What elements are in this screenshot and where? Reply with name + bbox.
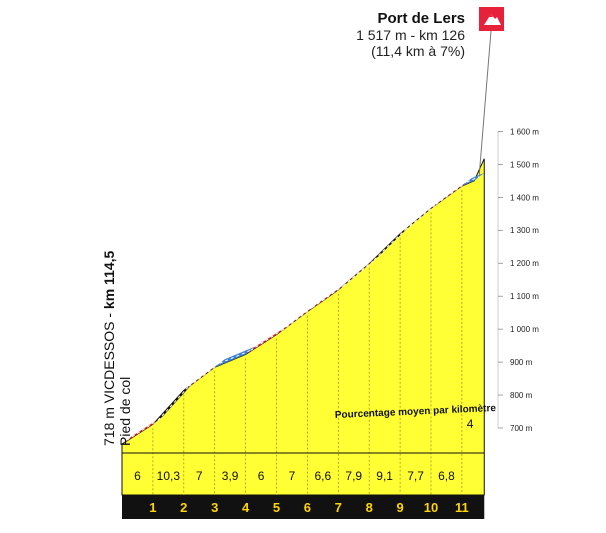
- road-segment: [152, 382, 194, 425]
- km-marker-label: 9: [396, 500, 403, 515]
- km-base-band: [122, 495, 485, 519]
- gradient-label: 7,9: [345, 469, 362, 483]
- altitude-tick-label: 1 600 m: [510, 127, 539, 136]
- road-centerline: [126, 419, 159, 441]
- gradient-label: 9,1: [376, 469, 393, 483]
- km-gridlines: [122, 189, 485, 495]
- summit-pole: [478, 30, 492, 175]
- road-centerline: [435, 181, 468, 205]
- road-centerline: [466, 176, 480, 183]
- road-centerline: [250, 330, 282, 351]
- altitude-axis: 700 m 800 m 900 m 1 000 m 1 100 m 1 200 m 1 30…: [497, 127, 539, 433]
- start-altitude-place: 718 m VICDESSOS -: [101, 309, 117, 446]
- road-centerline: [312, 285, 344, 308]
- altitude-tick-label: 1 500 m: [510, 160, 539, 169]
- road-line: [122, 172, 485, 445]
- road-centerline: [188, 362, 220, 387]
- road-centerline: [342, 259, 375, 287]
- summit-detail: 1 517 m - km 126: [356, 27, 465, 43]
- km-marker-label: 11: [455, 500, 469, 515]
- altitude-tick-label: 1 200 m: [510, 259, 539, 268]
- km-marker-label: 7: [335, 500, 342, 515]
- gradient-label: 7,7: [407, 469, 424, 483]
- start-km: km 114,5: [101, 250, 117, 309]
- gradient-label: 6,6: [315, 469, 332, 483]
- road-centerline: [157, 386, 190, 421]
- summit-climb: (11,4 km à 7%): [371, 43, 465, 59]
- altitude-tick-label: 800 m: [510, 391, 533, 400]
- km-marker-label: 10: [424, 500, 438, 515]
- km-marker-label: 3: [211, 500, 218, 515]
- gradient-label: 7: [196, 469, 203, 483]
- gradient-label: 6: [134, 469, 141, 483]
- altitude-tick-label: 700 m: [510, 424, 533, 433]
- gradient-label: 4: [467, 417, 474, 431]
- mountain-flag-icon: [479, 7, 504, 31]
- km-markers: 1 2 3 4 5 6 7 8 9 10 11: [149, 500, 468, 515]
- start-label: 718 m VICDESSOS - km 114,5 Pied de col: [101, 250, 133, 446]
- gradient-labels: 6 10,3 7 3,9 6 7 6,6 7,9 9,1 7,7 6,8 4: [134, 417, 474, 483]
- km-marker-label: 1: [149, 500, 156, 515]
- km-marker-label: 2: [180, 500, 187, 515]
- km-marker-label: 8: [366, 500, 373, 515]
- start-subtitle: Pied de col: [117, 377, 133, 446]
- gradient-label: 6,8: [438, 469, 455, 483]
- km-marker-label: 4: [242, 500, 250, 515]
- svg-text:718 m VICDESSOS - km 114,5: 718 m VICDESSOS - km 114,5: [101, 250, 117, 446]
- road-centerline: [373, 229, 406, 261]
- km-marker-label: 5: [273, 500, 280, 515]
- altitude-tick-label: 900 m: [510, 358, 533, 367]
- gradient-label: 7: [289, 469, 296, 483]
- altitude-tick-label: 1 400 m: [510, 193, 539, 202]
- road-centerline: [404, 204, 437, 231]
- road-centerline: [281, 307, 313, 332]
- summit-name: Port de Lers: [377, 10, 465, 27]
- km-marker-label: 6: [304, 500, 311, 515]
- road-segment: [214, 346, 256, 368]
- altitude-tick-label: 1 100 m: [510, 292, 539, 301]
- gradient-label: 10,3: [157, 469, 181, 483]
- altitude-tick-label: 1 300 m: [510, 226, 539, 235]
- gradient-label: 6: [258, 469, 265, 483]
- altitude-tick-label: 1 000 m: [510, 325, 539, 334]
- gradient-label: 3,9: [222, 469, 239, 483]
